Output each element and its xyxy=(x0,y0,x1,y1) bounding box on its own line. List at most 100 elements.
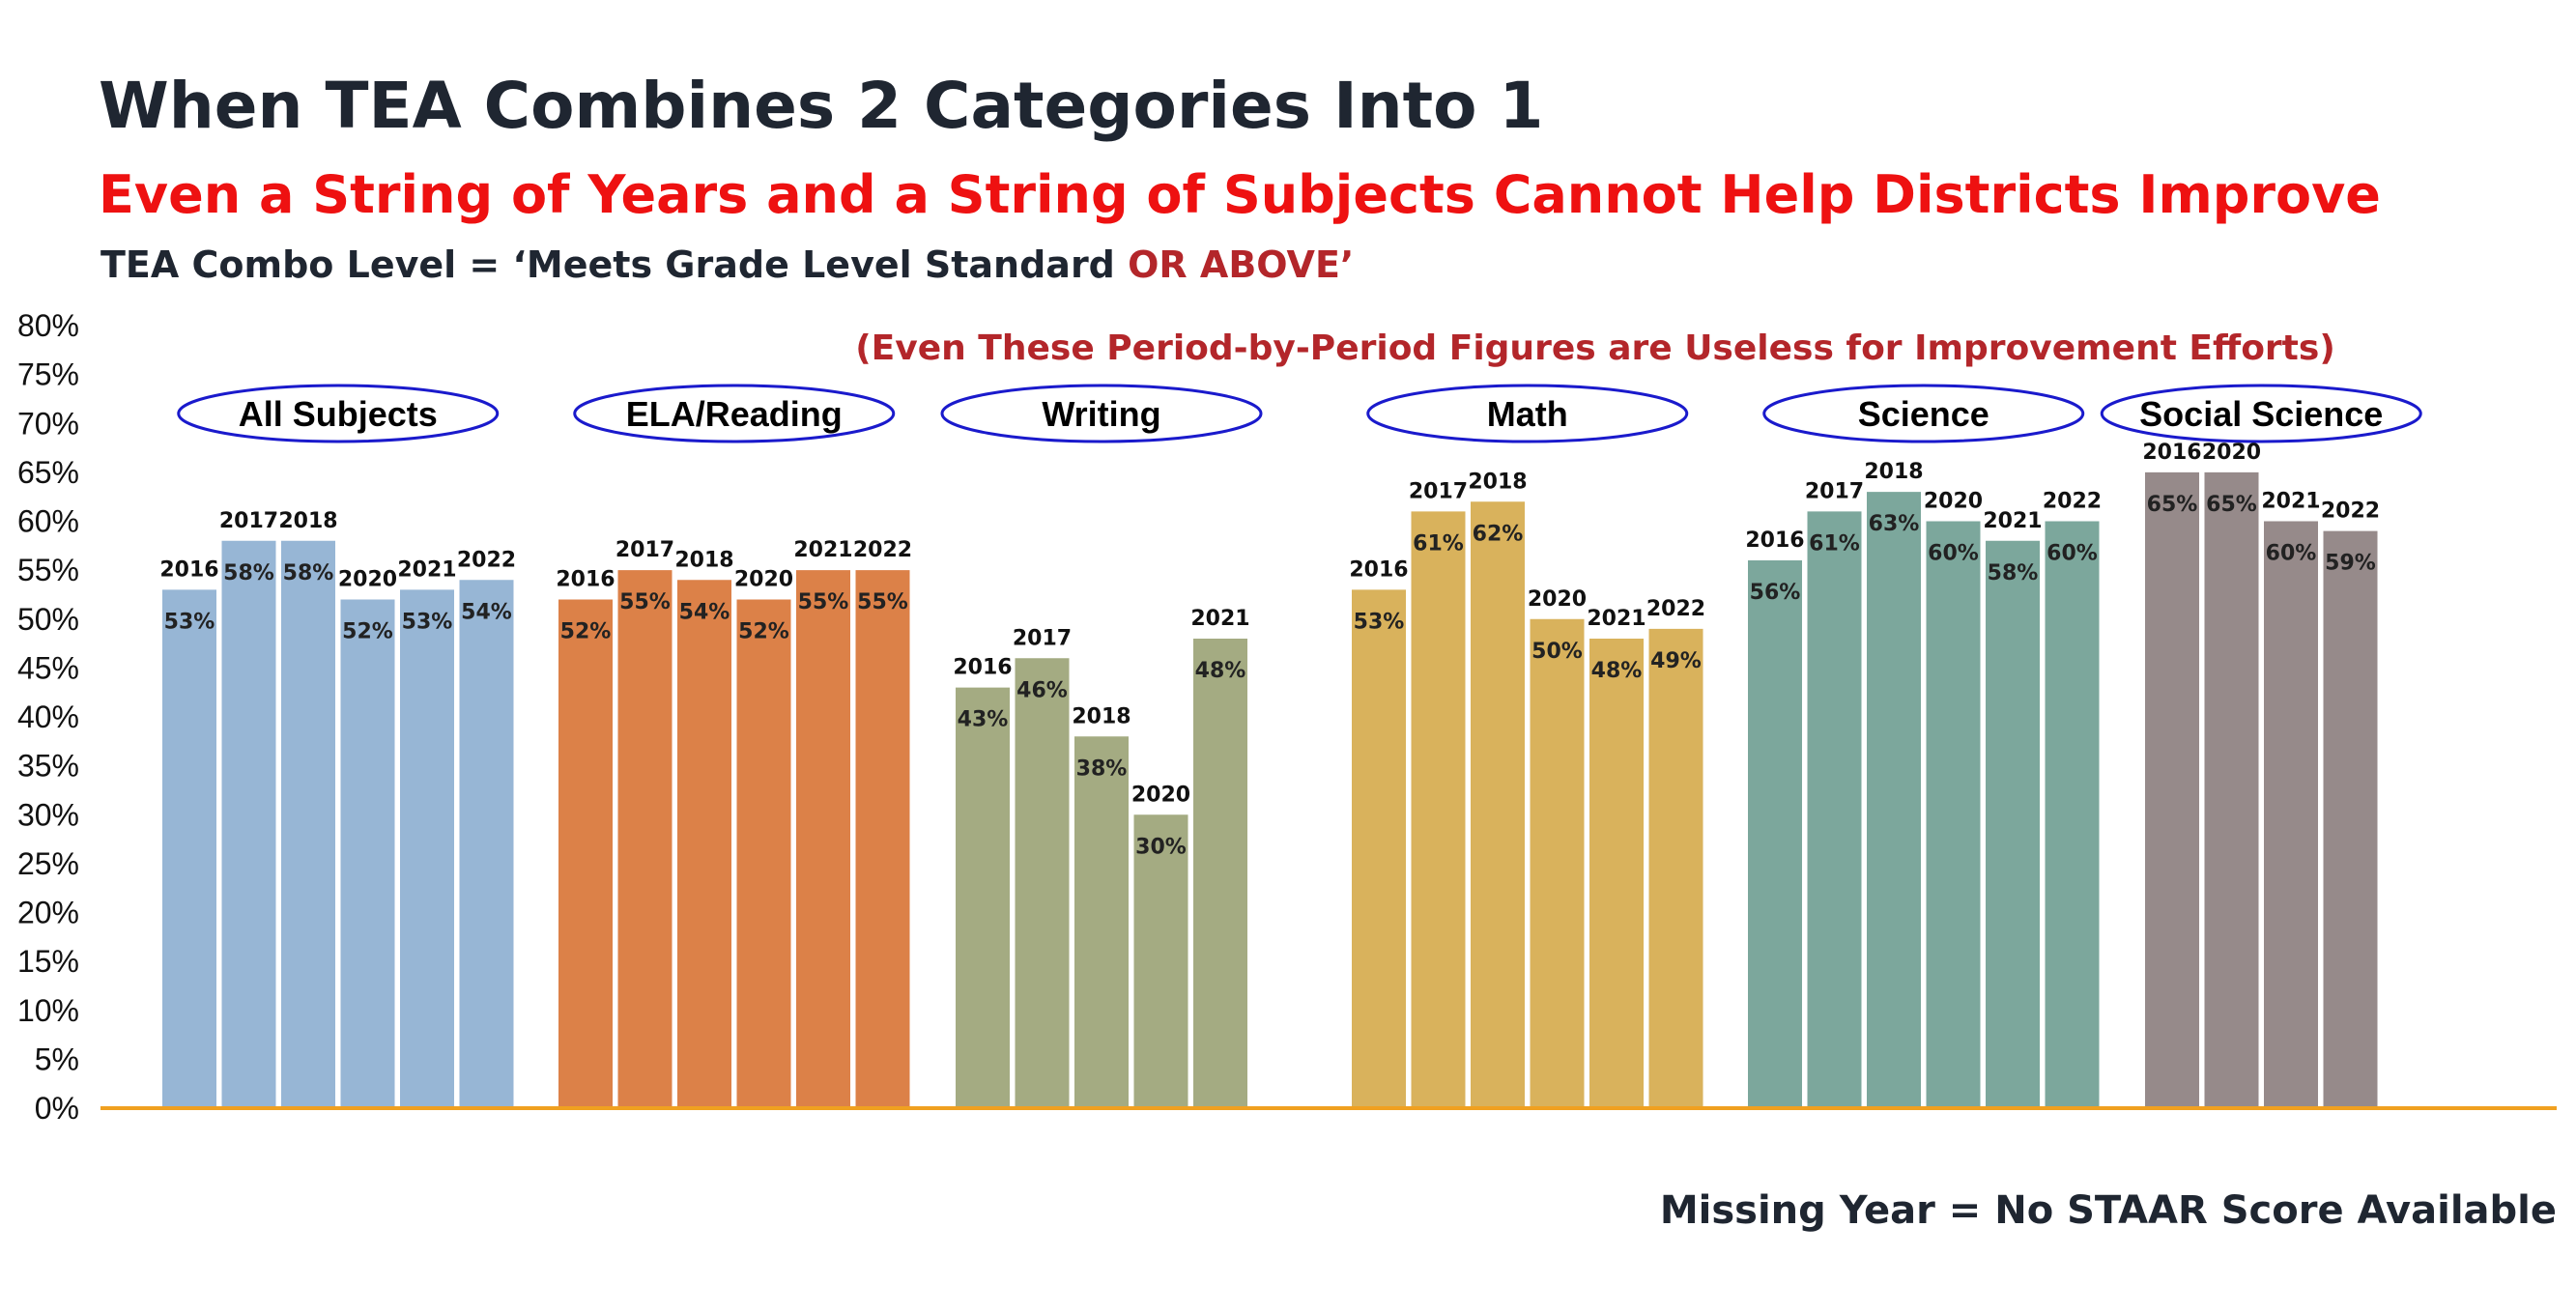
bar-value-label: 58% xyxy=(1988,561,2039,585)
bar-year-label: 2020 xyxy=(1131,783,1190,807)
bar xyxy=(677,580,731,1108)
bar-year-label: 2017 xyxy=(1409,479,1468,503)
category-ellipse xyxy=(177,384,500,443)
bar-value-label: 58% xyxy=(223,561,274,585)
bar-year-label: 2018 xyxy=(1072,704,1131,728)
bar-value-label: 49% xyxy=(1650,649,1702,673)
bar xyxy=(2204,471,2259,1108)
chart-title: When TEA Combines 2 Categories Into 1 xyxy=(99,69,1543,143)
bar xyxy=(400,589,454,1108)
bar xyxy=(1074,736,1129,1108)
bar xyxy=(459,580,514,1108)
bar xyxy=(221,540,276,1108)
bar-value-label: 46% xyxy=(1016,678,1068,702)
bar-value-label: 65% xyxy=(2147,493,2198,517)
bar-year-label: 2016 xyxy=(556,568,615,592)
bar xyxy=(1648,628,1703,1108)
bar-value-label: 52% xyxy=(560,620,612,644)
bar xyxy=(2045,521,2100,1108)
y-tick-label: 25% xyxy=(17,846,79,881)
bar-year-label: 2017 xyxy=(615,538,674,562)
bar-value-label: 54% xyxy=(679,600,730,624)
y-tick-label: 35% xyxy=(17,749,79,784)
bar xyxy=(617,570,673,1108)
category-label: Science xyxy=(1858,394,1989,434)
category-label: ELA/Reading xyxy=(626,394,843,434)
bar-value-label: 56% xyxy=(1750,581,1801,605)
category-label: All Subjects xyxy=(239,394,438,434)
bar-value-label: 48% xyxy=(1195,659,1246,683)
bar-group: Writing 2016 43% 2017 46%2018 38%2020 30% 2021 4… xyxy=(940,384,1263,1108)
bar-year-label: 2020 xyxy=(1924,490,1983,514)
bar-value-label: 58% xyxy=(283,561,334,585)
bar-year-label: 2021 xyxy=(793,538,852,562)
bar-value-label: 61% xyxy=(1809,531,1860,556)
bar-year-label: 2018 xyxy=(1468,470,1527,494)
bar-value-label: 61% xyxy=(1413,531,1464,556)
bar-value-label: 60% xyxy=(2046,542,2098,566)
y-tick-label: 80% xyxy=(17,308,79,343)
bar-value-label: 59% xyxy=(2325,552,2376,576)
bar-year-label: 2021 xyxy=(1983,509,2042,533)
y-tick-label: 10% xyxy=(17,993,79,1028)
bar-value-label: 55% xyxy=(619,590,671,614)
category-label: Math xyxy=(1487,394,1568,434)
bar-year-label: 2017 xyxy=(219,509,278,533)
bar-year-label: 2016 xyxy=(1349,557,1408,582)
bar-value-label: 55% xyxy=(798,590,849,614)
bar-year-label: 2022 xyxy=(2043,490,2102,514)
bar-value-label: 55% xyxy=(857,590,908,614)
footer-note: Missing Year = No STAAR Score Available xyxy=(1660,1188,2557,1233)
bar xyxy=(1193,639,1247,1108)
bar xyxy=(1867,492,1921,1108)
bar-year-label: 2018 xyxy=(674,548,733,572)
bar xyxy=(558,599,613,1108)
bar xyxy=(162,589,216,1108)
bar-year-label: 2021 xyxy=(1587,607,1646,631)
category-label: Writing xyxy=(1042,394,1160,434)
improvement-note: (Even These Period-by-Period Figures are… xyxy=(855,328,2335,368)
category-label: Social Science xyxy=(2139,394,2383,434)
bar-year-label: 2017 xyxy=(1805,479,1864,503)
chart-subtitle: Even a String of Years and a String of S… xyxy=(99,164,2381,225)
bar-value-label: 52% xyxy=(738,620,789,644)
category-ellipse xyxy=(1366,384,1689,443)
bar-year-label: 2022 xyxy=(2321,500,2380,524)
combo-level-label: TEA Combo Level = ‘Meets Grade Level Sta… xyxy=(100,243,1354,286)
bar xyxy=(796,570,850,1108)
category-ellipse xyxy=(2100,384,2422,443)
y-tick-label: 5% xyxy=(35,1042,79,1076)
bar xyxy=(2264,521,2318,1108)
bar-value-label: 60% xyxy=(2266,542,2317,566)
bar xyxy=(1133,814,1188,1108)
bar-value-label: 53% xyxy=(164,610,215,634)
bar xyxy=(1748,560,1802,1108)
y-tick-label: 15% xyxy=(17,944,79,979)
bar xyxy=(956,687,1010,1108)
bar-value-label: 38% xyxy=(1076,756,1128,781)
bar-year-label: 2022 xyxy=(1646,597,1705,621)
bar xyxy=(1015,658,1070,1108)
y-tick-label: 60% xyxy=(17,504,79,539)
bar-value-label: 54% xyxy=(461,600,512,624)
bar-year-label: 2020 xyxy=(2202,441,2261,465)
bar-year-label: 2020 xyxy=(734,568,793,592)
bar-year-label: 2022 xyxy=(853,538,912,562)
bar xyxy=(1986,540,2040,1108)
bar xyxy=(281,540,335,1108)
bar-value-label: 53% xyxy=(1354,610,1405,634)
y-tick-label: 65% xyxy=(17,455,79,490)
bar-value-label: 48% xyxy=(1591,659,1643,683)
y-tick-label: 75% xyxy=(17,357,79,392)
bar xyxy=(1471,501,1525,1108)
plot-area: All Subjects 2016 53% 2017 58% 2018 58% 2020 52%… xyxy=(100,384,2557,1110)
bar xyxy=(1807,511,1862,1108)
combo-level-highlight: OR ABOVE’ xyxy=(1128,243,1354,286)
bar-value-label: 52% xyxy=(342,620,393,644)
bar-year-label: 2021 xyxy=(2261,490,2320,514)
y-tick-label: 70% xyxy=(17,406,79,441)
category-ellipse xyxy=(940,384,1263,443)
